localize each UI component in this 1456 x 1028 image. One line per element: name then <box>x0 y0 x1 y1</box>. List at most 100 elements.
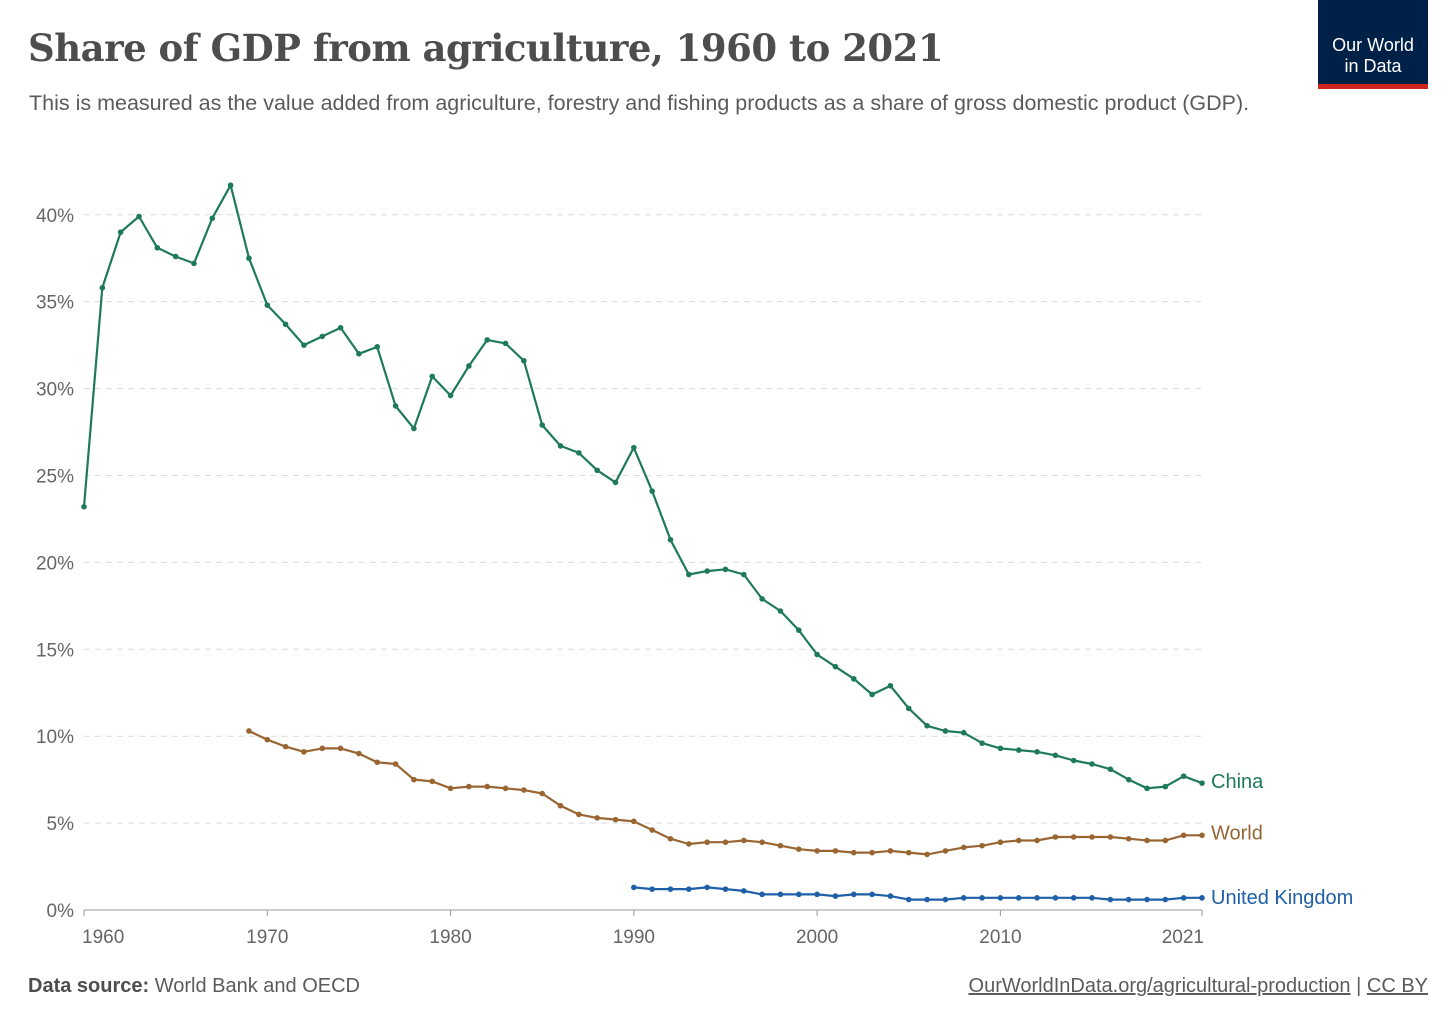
data-point-united-kingdom[interactable] <box>997 895 1004 901</box>
data-point-united-kingdom[interactable] <box>722 886 729 892</box>
data-point-united-kingdom[interactable] <box>832 893 839 899</box>
data-point-world[interactable] <box>429 778 436 785</box>
data-point-world[interactable] <box>301 749 307 755</box>
data-point-united-kingdom[interactable] <box>1180 895 1187 901</box>
data-point-china[interactable] <box>227 182 234 189</box>
owid-logo[interactable]: Our World in Data <box>1318 0 1428 89</box>
data-point-china[interactable] <box>1015 747 1022 753</box>
data-point-china[interactable] <box>741 571 747 578</box>
data-point-world[interactable] <box>612 816 619 823</box>
data-point-world[interactable] <box>264 736 271 743</box>
data-point-world[interactable] <box>594 815 600 821</box>
data-point-china[interactable] <box>1089 761 1095 767</box>
data-point-china[interactable] <box>686 571 692 578</box>
data-point-world[interactable] <box>887 848 894 854</box>
data-point-united-kingdom[interactable] <box>1144 896 1150 903</box>
data-point-united-kingdom[interactable] <box>667 886 674 892</box>
data-point-china[interactable] <box>777 608 784 614</box>
data-point-china[interactable] <box>191 260 197 267</box>
data-point-united-kingdom[interactable] <box>1199 895 1205 901</box>
data-point-united-kingdom[interactable] <box>869 891 875 898</box>
data-point-china[interactable] <box>539 422 545 428</box>
data-point-china[interactable] <box>979 740 985 746</box>
data-point-world[interactable] <box>484 783 491 790</box>
data-point-china[interactable] <box>1034 749 1040 755</box>
data-point-china[interactable] <box>722 566 729 573</box>
data-point-world[interactable] <box>356 750 362 757</box>
data-point-china[interactable] <box>136 213 142 220</box>
data-point-china[interactable] <box>759 596 765 602</box>
data-point-united-kingdom[interactable] <box>631 884 637 891</box>
data-point-world[interactable] <box>979 842 985 849</box>
data-point-china[interactable] <box>411 425 417 432</box>
data-point-china[interactable] <box>997 745 1004 752</box>
data-point-china[interactable] <box>795 627 802 633</box>
data-point-world[interactable] <box>1034 837 1040 844</box>
data-point-china[interactable] <box>154 244 161 251</box>
data-point-world[interactable] <box>741 837 747 844</box>
data-point-world[interactable] <box>1107 834 1114 840</box>
data-point-china[interactable] <box>612 479 619 486</box>
data-point-united-kingdom[interactable] <box>1034 895 1040 901</box>
data-point-world[interactable] <box>795 846 802 852</box>
data-point-world[interactable] <box>905 849 912 856</box>
data-point-china[interactable] <box>960 729 967 736</box>
data-point-world[interactable] <box>814 848 820 854</box>
data-point-united-kingdom[interactable] <box>942 896 949 903</box>
data-point-world[interactable] <box>924 851 930 858</box>
data-point-china[interactable] <box>429 373 436 380</box>
data-point-china[interactable] <box>466 363 472 369</box>
data-point-china[interactable] <box>704 568 710 574</box>
data-point-world[interactable] <box>392 761 399 767</box>
data-point-united-kingdom[interactable] <box>1052 895 1059 901</box>
data-point-china[interactable] <box>1070 757 1077 764</box>
data-point-china[interactable] <box>1144 785 1150 792</box>
data-point-china[interactable] <box>1180 773 1187 779</box>
data-point-china[interactable] <box>1162 783 1169 790</box>
data-point-world[interactable] <box>447 785 454 792</box>
data-point-world[interactable] <box>1015 837 1022 844</box>
data-point-world[interactable] <box>1070 834 1077 840</box>
data-point-china[interactable] <box>374 344 381 350</box>
license-link[interactable]: CC BY <box>1366 975 1428 997</box>
data-point-united-kingdom[interactable] <box>979 895 985 901</box>
data-point-world[interactable] <box>997 839 1004 846</box>
data-point-united-kingdom[interactable] <box>649 886 655 892</box>
data-point-china[interactable] <box>521 357 527 364</box>
data-point-united-kingdom[interactable] <box>850 891 857 898</box>
data-point-world[interactable] <box>667 835 674 842</box>
data-point-united-kingdom[interactable] <box>795 891 802 898</box>
data-point-china[interactable] <box>319 333 326 340</box>
data-point-united-kingdom[interactable] <box>887 893 894 899</box>
data-point-china[interactable] <box>1199 780 1205 786</box>
data-point-world[interactable] <box>1125 835 1132 842</box>
data-point-united-kingdom[interactable] <box>814 891 820 898</box>
data-point-china[interactable] <box>832 663 839 670</box>
data-point-united-kingdom[interactable] <box>1015 895 1022 901</box>
data-point-world[interactable] <box>319 745 326 752</box>
data-point-united-kingdom[interactable] <box>924 896 930 903</box>
data-point-world[interactable] <box>521 787 527 793</box>
data-point-united-kingdom[interactable] <box>1125 896 1132 903</box>
data-point-world[interactable] <box>282 743 289 750</box>
data-point-china[interactable] <box>814 651 820 658</box>
data-point-china[interactable] <box>1052 752 1059 759</box>
data-point-china[interactable] <box>264 302 271 308</box>
data-point-china[interactable] <box>99 284 106 291</box>
data-point-china[interactable] <box>942 728 949 734</box>
data-point-world[interactable] <box>502 785 509 792</box>
data-point-world[interactable] <box>1180 832 1187 839</box>
data-point-china[interactable] <box>1107 766 1114 773</box>
data-point-united-kingdom[interactable] <box>905 896 912 903</box>
data-point-united-kingdom[interactable] <box>759 891 765 898</box>
data-point-china[interactable] <box>924 722 930 729</box>
data-point-china[interactable] <box>502 340 509 347</box>
data-point-china[interactable] <box>869 691 875 698</box>
data-point-china[interactable] <box>117 229 124 235</box>
data-point-world[interactable] <box>411 776 417 783</box>
data-point-world[interactable] <box>539 790 545 797</box>
data-point-united-kingdom[interactable] <box>704 884 710 891</box>
data-point-united-kingdom[interactable] <box>960 895 967 901</box>
data-point-world[interactable] <box>374 759 381 766</box>
data-point-china[interactable] <box>1125 776 1132 783</box>
